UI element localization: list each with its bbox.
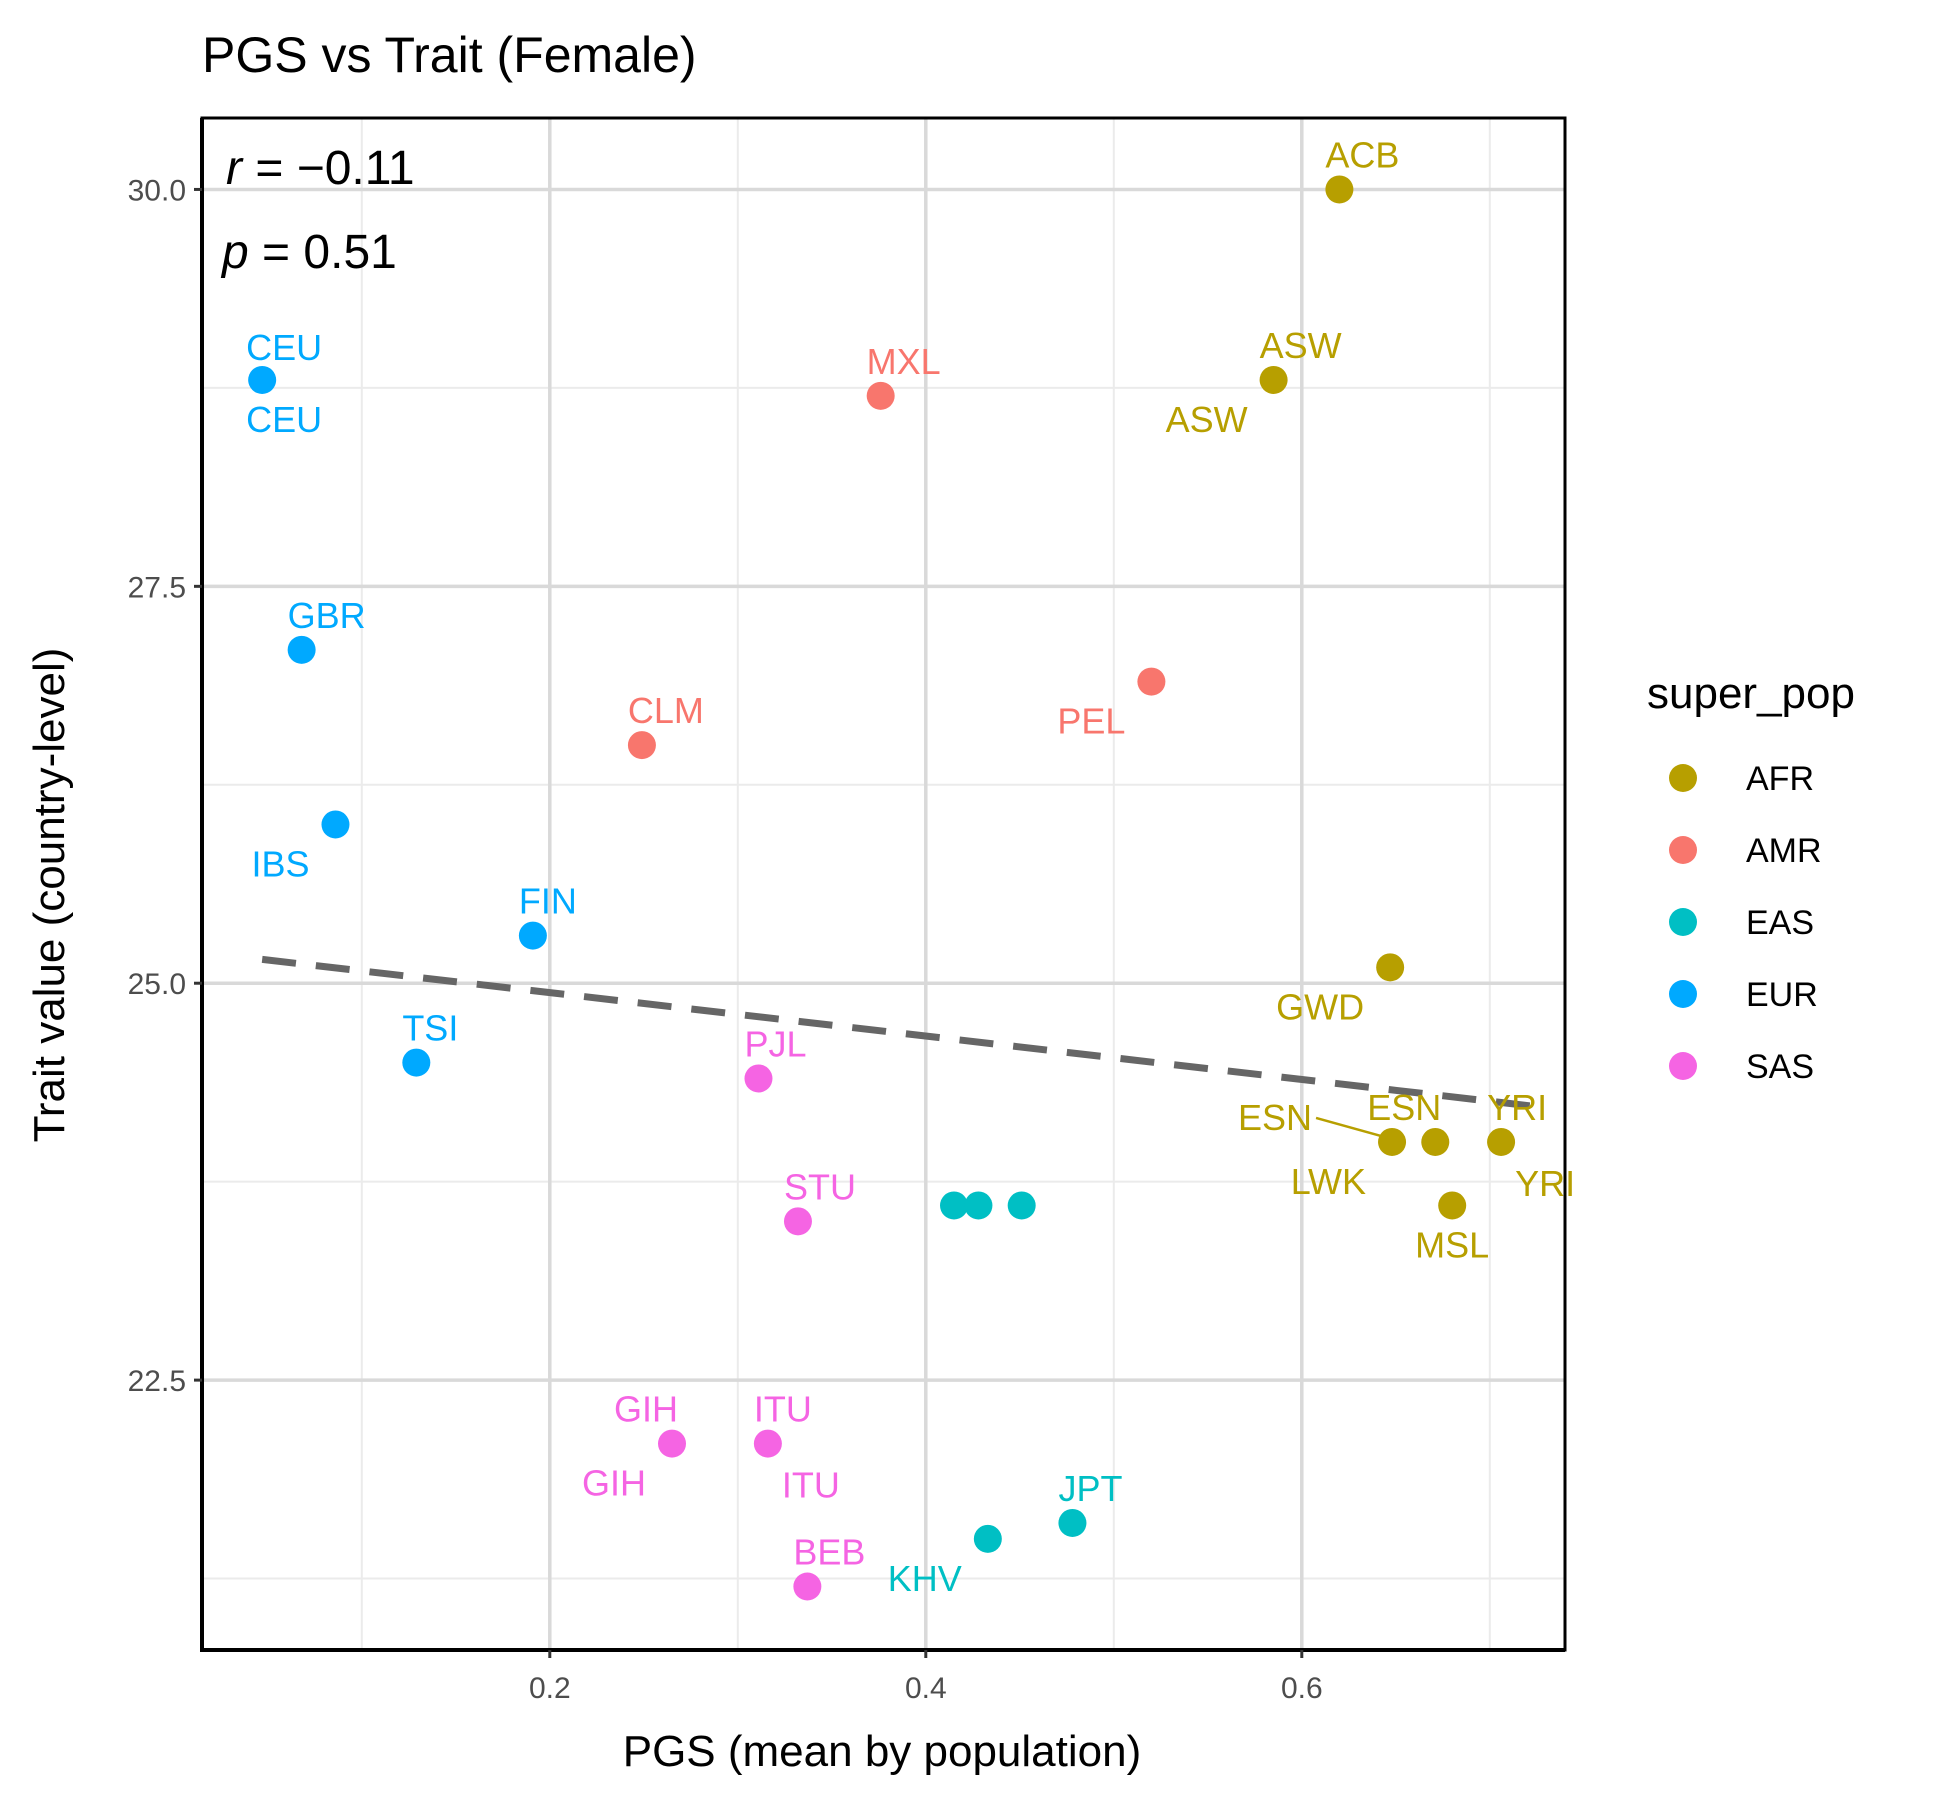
grid-lines [202,118,1565,1650]
point-label: IBS [251,843,309,884]
point-label: GWD [1276,986,1364,1027]
data-point-afr [1421,1127,1450,1156]
data-point-afr [1438,1191,1467,1220]
point-label: MSL [1415,1224,1489,1265]
data-point-eur [321,810,350,839]
data-point-sas [658,1429,686,1458]
y-tick-label: 30.0 [128,174,186,207]
point-label: ESN [1367,1087,1441,1128]
point-label: ACB [1325,134,1399,175]
point-label: ITU [754,1389,812,1430]
y-tick-label: 25.0 [128,968,186,1001]
point-label: KHV [888,1558,962,1599]
data-point-sas [783,1207,812,1236]
legend: super_pop AFR AMR EAS EUR SAS [1647,669,1855,1086]
point-label: ASW [1260,325,1342,366]
point-label: CEU [246,399,322,440]
legend-label-eas: EAS [1746,904,1814,942]
point-label: ESN [1238,1097,1312,1138]
data-point-afr [1378,1127,1407,1156]
legend-swatch-afr [1669,764,1697,792]
data-point-afr [1487,1127,1516,1156]
point-label: GIH [582,1463,646,1504]
p-value-annotation: p = 0.51 [220,226,397,279]
point-label: GBR [288,595,366,636]
point-label: FIN [519,881,577,922]
point-label: JPT [1058,1468,1122,1509]
legend-swatch-eur [1669,980,1697,1008]
y-tick-label: 22.5 [128,1365,186,1398]
legend-swatch-eas [1669,908,1697,936]
point-label: STU [784,1166,856,1207]
p-symbol: p [220,226,249,279]
chart-title: PGS vs Trait (Female) [202,27,697,83]
point-label: CLM [628,690,704,731]
data-point-eas [964,1191,993,1220]
x-tick-label: 0.2 [529,1672,571,1705]
label-leader-line [1315,1116,1389,1140]
r-symbol: r [226,142,244,195]
point-label: PEL [1057,701,1125,742]
data-point-eas [1058,1508,1087,1537]
data-point-sas [753,1429,782,1458]
legend-label-eur: EUR [1746,976,1818,1014]
data-point-eur [248,365,277,394]
data-point-eas [940,1191,968,1220]
point-label: MXL [867,341,941,382]
point-label: PJL [744,1023,806,1064]
data-point-eur [287,635,316,664]
data-point-amr [1137,667,1166,696]
x-tick-label: 0.6 [1281,1672,1323,1705]
y-tick-label: 27.5 [128,571,186,604]
legend-label-afr: AFR [1746,760,1814,798]
p-value: = 0.51 [249,226,397,279]
y-axis-title: Trait value (country-level) [25,648,74,1143]
point-label: TSI [402,1008,458,1049]
legend-title: super_pop [1647,669,1855,718]
data-point-sas [744,1064,773,1093]
legend-label-sas: SAS [1746,1048,1814,1086]
x-axis-title: PGS (mean by population) [623,1727,1142,1776]
axis-ticks: 0.2 0.4 0.6 22.5 25.0 27.5 30.0 [128,174,1323,1705]
data-point-afr [1376,953,1405,982]
legend-label-amr: AMR [1746,832,1822,870]
point-label: ASW [1166,399,1248,440]
correlation-r-annotation: r = −0.11 [226,142,415,195]
point-label: ITU [782,1465,840,1506]
x-tick-label: 0.4 [905,1672,947,1705]
point-label: BEB [793,1531,865,1572]
plot-frame [200,116,1567,1652]
point-label: GIH [614,1389,678,1430]
data-point-amr [627,731,656,760]
data-point-amr [866,381,895,410]
data-point-eas [1007,1191,1036,1220]
data-point-eur [518,921,547,950]
data-point-afr [1325,175,1354,204]
data-points [248,175,1516,1601]
data-point-eas [973,1524,1002,1553]
data-point-eur [402,1048,431,1077]
r-value: = −0.11 [242,142,415,195]
data-point-sas [793,1572,822,1601]
data-point-afr [1259,365,1288,394]
point-label: LWK [1291,1161,1366,1202]
legend-swatch-sas [1669,1052,1697,1080]
point-label: CEU [246,327,322,368]
legend-swatch-amr [1669,836,1697,864]
point-labels: CEU CEU GBR IBS TSI FIN CLM MXL PEL GIH GIH ITU ITU B… [246,134,1575,1598]
point-label: YRI [1487,1087,1547,1128]
